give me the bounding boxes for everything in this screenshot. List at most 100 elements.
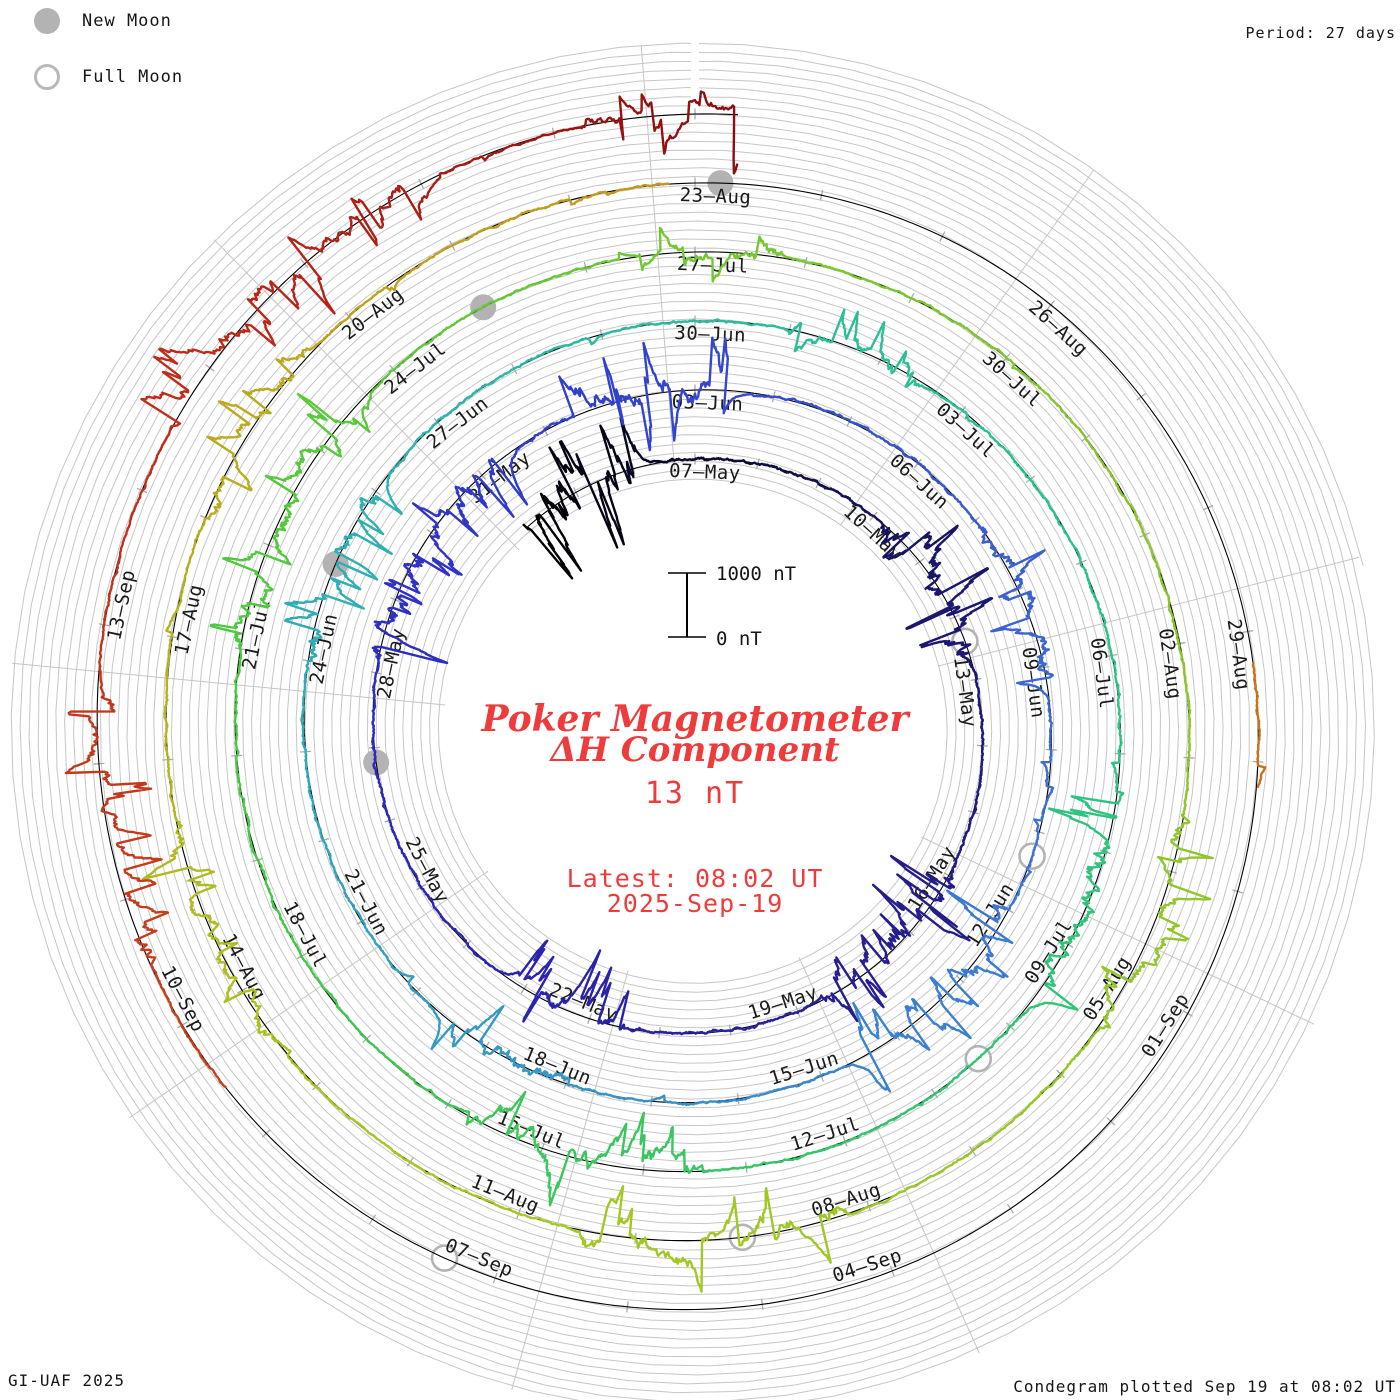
dh-data-trace	[481, 1197, 518, 1215]
dh-data-trace	[402, 854, 417, 876]
dh-data-trace	[1154, 925, 1190, 959]
dh-data-trace	[296, 393, 358, 449]
dh-data-trace	[1186, 747, 1191, 785]
dh-data-trace	[693, 318, 726, 324]
dh-data-trace	[168, 780, 177, 820]
dh-data-trace	[1016, 1090, 1044, 1118]
dh-data-trace	[226, 298, 276, 347]
dh-data-trace	[962, 506, 981, 528]
dh-data-trace	[971, 793, 980, 817]
dh-data-trace	[591, 357, 615, 408]
dh-data-trace	[860, 506, 879, 521]
chart-title-line1: Poker Magnetometer	[481, 698, 909, 740]
dh-data-trace	[972, 669, 980, 693]
ring-date-label: 06–Jul	[1086, 636, 1118, 710]
dh-data-trace	[333, 870, 348, 898]
dh-data-trace	[917, 384, 947, 401]
dh-data-trace	[783, 1150, 816, 1162]
dh-data-trace	[830, 1206, 868, 1216]
dh-data-trace	[375, 942, 394, 969]
dh-data-trace	[284, 594, 327, 620]
dh-data-trace	[1035, 634, 1051, 663]
dh-data-trace	[514, 1123, 541, 1153]
dh-data-trace	[317, 979, 339, 1008]
dh-data-trace	[393, 833, 406, 857]
ring-date-label: 26–Aug	[1024, 296, 1092, 360]
dh-data-trace	[732, 1093, 762, 1102]
dh-data-trace	[437, 910, 454, 930]
dh-data-trace	[1157, 897, 1212, 928]
dh-data-trace	[513, 439, 534, 458]
dh-data-trace	[371, 724, 376, 750]
dh-data-trace	[345, 895, 363, 922]
dh-data-trace	[629, 226, 664, 272]
dh-data-trace	[483, 1090, 527, 1136]
dh-data-trace	[655, 1248, 694, 1270]
dh-data-trace	[1177, 644, 1187, 681]
dh-data-trace	[98, 655, 112, 702]
dh-data-trace	[896, 873, 971, 942]
dh-data-trace	[1187, 712, 1192, 750]
dh-data-trace	[565, 262, 600, 275]
dh-data-trace	[371, 702, 377, 728]
dh-data-trace	[620, 182, 661, 191]
dh-data-trace	[696, 252, 732, 283]
dh-data-trace	[663, 1030, 688, 1036]
dh-data-trace	[260, 866, 274, 899]
dh-data-trace	[123, 857, 163, 906]
dh-data-trace	[575, 453, 625, 549]
dh-data-trace	[860, 277, 895, 292]
dh-data-trace	[893, 524, 959, 559]
dh-data-trace	[689, 90, 736, 132]
dh-data-trace	[706, 1098, 736, 1104]
dh-data-trace	[771, 465, 793, 474]
dh-data-trace	[548, 440, 585, 510]
dh-data-trace	[928, 471, 948, 492]
dh-data-trace	[571, 1148, 604, 1170]
dh-data-trace	[725, 1196, 763, 1247]
dh-data-trace	[1169, 611, 1181, 648]
dh-data-trace	[188, 883, 217, 924]
dh-data-trace	[482, 958, 503, 973]
dh-data-trace	[387, 594, 423, 618]
dh-data-trace	[478, 1005, 505, 1056]
dh-data-trace	[843, 495, 863, 509]
dh-data-trace	[242, 805, 251, 839]
dh-data-trace	[578, 331, 610, 346]
dh-data-trace	[454, 1106, 487, 1126]
dh-data-trace	[598, 1092, 628, 1101]
dh-data-trace	[534, 271, 568, 286]
dh-data-trace	[1031, 380, 1059, 407]
dh-data-trace	[1101, 965, 1118, 1013]
dh-data-trace	[394, 345, 422, 370]
dh-data-trace	[635, 321, 667, 328]
dh-data-trace	[521, 1063, 550, 1078]
dh-data-trace	[889, 854, 956, 893]
dh-data-trace	[169, 335, 230, 355]
dh-data-trace	[661, 230, 699, 267]
dh-data-trace	[217, 387, 272, 426]
grid-spoke	[937, 556, 1360, 667]
dh-data-trace	[797, 1210, 833, 1264]
dh-data-trace	[811, 992, 836, 1005]
dh-data-trace	[795, 258, 831, 269]
dh-data-trace	[731, 392, 759, 400]
dh-data-trace	[454, 479, 488, 509]
plotted-timestamp: Condegram plotted Sep 19 at 08:02 UT	[1013, 1377, 1396, 1396]
dh-data-trace	[977, 525, 995, 549]
dh-data-trace	[371, 367, 397, 393]
dh-data-trace	[358, 1123, 390, 1149]
grid-spoke	[921, 836, 1315, 1025]
dh-data-trace	[435, 157, 477, 182]
dh-data-trace	[359, 494, 403, 533]
dh-data-trace	[879, 908, 912, 941]
dh-data-trace	[828, 266, 863, 281]
dh-data-trace	[522, 990, 559, 1023]
dh-data-trace	[314, 817, 328, 847]
dh-data-trace	[248, 836, 263, 869]
dh-data-trace	[550, 339, 581, 351]
latest-date: 2025-Sep-19	[606, 889, 784, 918]
dh-data-trace	[664, 319, 697, 325]
dh-data-trace	[391, 179, 439, 221]
dh-data-trace	[958, 965, 1006, 979]
